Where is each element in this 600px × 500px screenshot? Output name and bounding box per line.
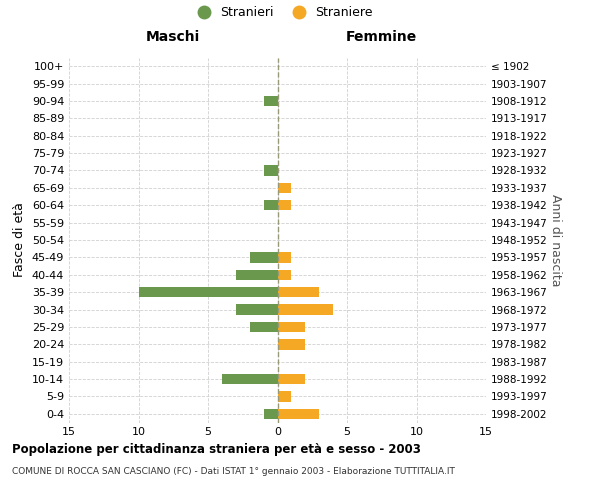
Bar [250,252,277,262]
Y-axis label: Anni di nascita: Anni di nascita [548,194,562,286]
Y-axis label: Fasce di età: Fasce di età [13,202,26,278]
Text: Femmine: Femmine [346,30,418,44]
Bar [277,374,305,384]
Bar [277,287,319,298]
Legend: Stranieri, Straniere: Stranieri, Straniere [187,1,377,24]
Bar [236,270,277,280]
Text: COMUNE DI ROCCA SAN CASCIANO (FC) - Dati ISTAT 1° gennaio 2003 - Elaborazione TU: COMUNE DI ROCCA SAN CASCIANO (FC) - Dati… [12,468,455,476]
Bar [277,339,305,349]
Text: Popolazione per cittadinanza straniera per età e sesso - 2003: Popolazione per cittadinanza straniera p… [12,442,421,456]
Bar [263,200,277,210]
Bar [277,408,319,419]
Text: Maschi: Maschi [146,30,200,44]
Bar [277,182,292,193]
Bar [263,408,277,419]
Bar [236,304,277,314]
Bar [250,322,277,332]
Bar [139,287,277,298]
Bar [277,322,305,332]
Bar [277,200,292,210]
Bar [263,166,277,175]
Bar [277,391,292,402]
Bar [222,374,277,384]
Bar [263,96,277,106]
Bar [277,304,333,314]
Bar [277,252,292,262]
Bar [277,270,292,280]
